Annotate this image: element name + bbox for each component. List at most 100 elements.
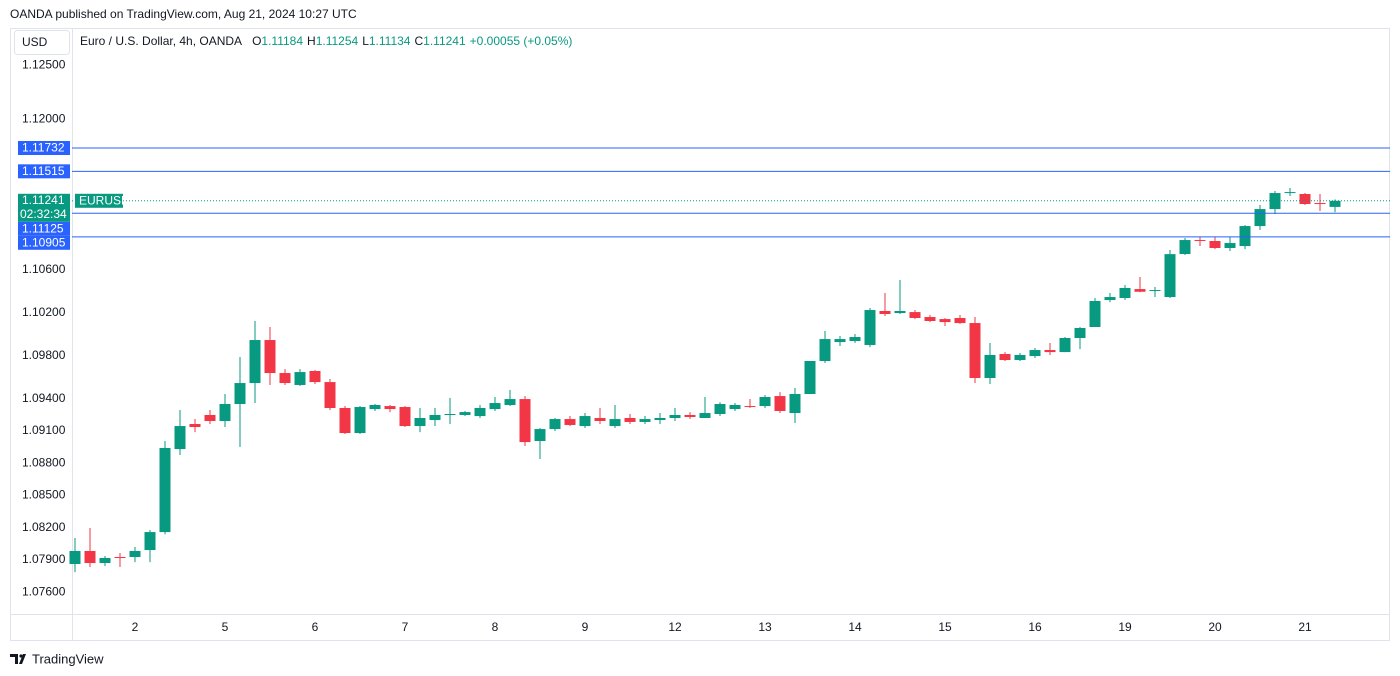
candle-body <box>924 317 936 321</box>
x-tick-label: 21 <box>1298 620 1312 634</box>
candle-body <box>969 323 981 378</box>
candle-body <box>1104 297 1116 301</box>
legend-text: C <box>414 34 424 48</box>
candle-body <box>1254 209 1266 227</box>
candle-body <box>894 311 906 314</box>
candle-body <box>1329 200 1341 207</box>
candle-body <box>849 337 861 341</box>
candle-body <box>114 557 126 559</box>
candle-body <box>1074 327 1086 338</box>
x-tick-label: 6 <box>312 620 319 634</box>
candle-body <box>594 417 606 421</box>
candle-body <box>399 407 411 427</box>
candle-body <box>174 426 186 450</box>
legend: Euro / U.S. Dollar, 4h, OANDA O1.11184 H1.… <box>80 34 576 48</box>
candle-body <box>294 372 306 385</box>
legend-text: 1.11241 <box>423 34 466 48</box>
candle-body <box>1134 289 1146 292</box>
candle-body <box>1044 350 1056 353</box>
level-label: 1.11125 <box>22 221 64 235</box>
candle-body <box>639 419 651 422</box>
candle-body <box>1149 290 1161 292</box>
candle-body <box>534 429 546 441</box>
candle-body <box>864 310 876 345</box>
last-price-box <box>18 193 70 222</box>
candle-body <box>159 447 171 533</box>
x-tick-label: 15 <box>938 620 952 634</box>
candle-body <box>1284 192 1296 194</box>
x-tick-label: 20 <box>1208 620 1222 634</box>
y-tick-label: 1.08500 <box>22 488 66 502</box>
level-label-box <box>18 140 70 155</box>
countdown-label: 02:32:34 <box>20 207 67 221</box>
level-label: 1.11732 <box>22 141 65 155</box>
level-label-box <box>18 221 70 236</box>
candle-body <box>84 550 96 564</box>
candle-body <box>834 339 846 343</box>
x-tick-label: 16 <box>1028 620 1042 634</box>
y-tick-label: 1.08800 <box>22 455 66 469</box>
candle-body <box>189 424 201 428</box>
legend-text: L <box>362 34 369 48</box>
candle-body <box>819 339 831 361</box>
candle-body <box>99 557 111 564</box>
currency-label: USD <box>22 35 48 49</box>
x-tick-label: 8 <box>492 620 499 634</box>
candle-body <box>999 354 1011 361</box>
legend-text: Euro / U.S. Dollar, 4h, OANDA <box>80 34 243 48</box>
legend-text: +0.00055 (+0.05%) <box>469 34 573 48</box>
x-tick-label: 12 <box>668 620 682 634</box>
candle-body <box>1059 337 1071 353</box>
x-tick-label: 14 <box>848 620 862 634</box>
candle-body <box>1014 354 1026 361</box>
candle-body <box>1299 194 1311 205</box>
candle-body <box>939 319 951 323</box>
y-tick-label: 1.12000 <box>22 111 66 125</box>
currency-button[interactable] <box>14 30 70 55</box>
x-tick-label: 19 <box>1118 620 1132 634</box>
candle-body <box>714 404 726 415</box>
candle-body <box>984 354 996 378</box>
candle-body <box>234 383 246 405</box>
candle-body <box>324 382 336 408</box>
candle-body <box>144 532 156 551</box>
candle-body <box>1224 243 1236 248</box>
candle-body <box>1209 241 1221 248</box>
brand-name: TradingView <box>32 651 104 666</box>
candle-body <box>384 406 396 410</box>
candle-body <box>519 399 531 443</box>
candle-body <box>729 404 741 410</box>
y-tick-label: 1.07900 <box>22 552 66 566</box>
symbol-tag: EURUSD <box>79 193 130 207</box>
legend-text: O <box>252 34 262 48</box>
level-label: 1.11515 <box>22 164 65 178</box>
candle-body <box>669 414 681 418</box>
x-tick-label: 2 <box>132 620 139 634</box>
candle-body <box>429 414 441 421</box>
level-label: 1.10905 <box>22 235 66 249</box>
x-tick-label: 9 <box>582 620 589 634</box>
candle-body <box>354 407 366 434</box>
candle-body <box>1029 350 1041 357</box>
y-tick-label: 1.10200 <box>22 305 66 319</box>
published-note: OANDA published on TradingView.com, Aug … <box>10 7 357 21</box>
brand-logo <box>10 654 26 664</box>
candle-body <box>699 413 711 418</box>
candle-body <box>1194 240 1206 242</box>
candle-body <box>759 397 771 407</box>
candle-body <box>789 394 801 414</box>
candle-body <box>279 373 291 384</box>
legend-text: H <box>307 34 316 48</box>
y-tick-label: 1.09400 <box>22 391 66 405</box>
candle-body <box>1314 203 1326 205</box>
candle-body <box>444 414 456 416</box>
x-tick-label: 7 <box>402 620 409 634</box>
level-label-box <box>18 164 70 179</box>
candle-body <box>369 404 381 410</box>
symbol-tag-box <box>75 193 123 208</box>
candle-body <box>774 396 786 411</box>
candle-body <box>1089 301 1101 328</box>
candle-body <box>249 340 261 384</box>
